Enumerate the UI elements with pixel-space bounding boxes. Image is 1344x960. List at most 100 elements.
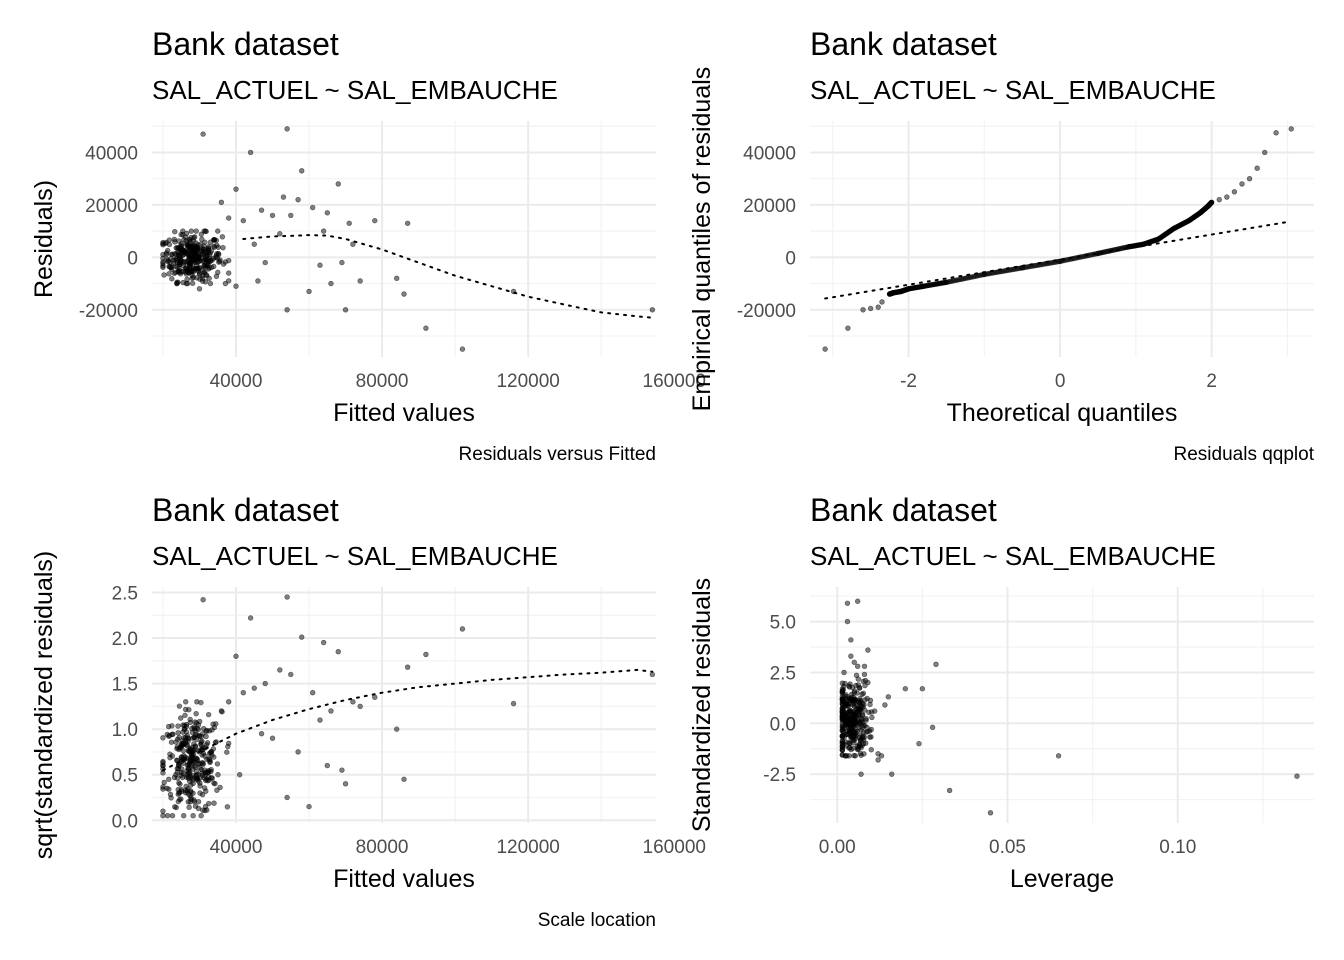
data-point	[186, 778, 193, 785]
data-point	[184, 762, 191, 768]
data-point	[865, 679, 871, 686]
x-tick-label: 160000	[643, 837, 706, 858]
x-tick-label: -2	[900, 371, 917, 392]
data-point	[204, 273, 210, 279]
data-point	[854, 663, 861, 670]
y-tick-label: 0.0	[770, 714, 796, 735]
data-point	[182, 706, 189, 713]
data-point	[853, 730, 859, 736]
y-tick-label: 20000	[85, 196, 138, 217]
data-point	[174, 744, 181, 750]
data-point	[840, 687, 847, 693]
data-point	[295, 749, 301, 755]
data-point	[852, 721, 858, 727]
x-tick-label: 80000	[356, 371, 409, 392]
data-point	[188, 795, 194, 801]
data-point	[269, 735, 276, 741]
data-point	[193, 228, 199, 234]
data-point	[889, 771, 895, 777]
data-point	[306, 288, 312, 295]
data-point	[215, 244, 222, 250]
data-point	[198, 739, 204, 745]
data-point	[160, 813, 166, 819]
data-point	[205, 711, 212, 718]
data-point	[202, 254, 209, 261]
data-point	[335, 181, 341, 187]
data-point	[1262, 149, 1268, 156]
y-tick-label: 2.5	[112, 583, 138, 604]
panel-3: 40000 80000 120000 160000 0.0 0.5 1.0 1.5 2.0 2.5…	[30, 492, 706, 931]
data-point	[844, 600, 851, 606]
data-point	[194, 732, 200, 738]
data-point	[206, 800, 212, 807]
data-point	[861, 663, 868, 670]
data-point	[357, 703, 363, 710]
data-point	[865, 647, 871, 653]
data-point	[172, 239, 178, 245]
data-point	[841, 669, 847, 676]
chart-caption: Residuals versus Fitted	[459, 444, 656, 465]
data-point	[277, 231, 283, 237]
data-point	[277, 667, 283, 673]
data-point	[182, 712, 188, 719]
chart-subtitle: SAL_ACTUEL ~ SAL_EMBAUCHE	[810, 75, 1216, 105]
data-point	[875, 304, 881, 310]
data-point	[173, 772, 179, 778]
data-point	[404, 664, 411, 670]
data-point	[1246, 175, 1253, 182]
data-point	[284, 307, 290, 313]
data-point	[219, 234, 226, 240]
data-point	[185, 766, 192, 773]
y-tick-label: 0.5	[112, 766, 138, 787]
x-axis-label: Fitted values	[333, 865, 475, 893]
data-point	[206, 757, 213, 763]
data-point	[209, 257, 215, 263]
data-point	[173, 739, 179, 745]
data-point	[841, 725, 847, 731]
data-point	[295, 196, 301, 203]
data-point	[225, 699, 232, 705]
data-point	[309, 204, 316, 211]
data-point	[306, 803, 312, 810]
data-point	[217, 784, 223, 791]
data-point	[1224, 194, 1230, 200]
data-point	[165, 257, 172, 264]
data-point	[185, 786, 191, 792]
data-point	[194, 266, 200, 272]
data-point	[175, 730, 181, 736]
data-point	[842, 680, 848, 687]
data-point	[178, 796, 184, 802]
data-point	[852, 753, 859, 759]
data-point	[299, 634, 305, 640]
data-point	[320, 639, 327, 646]
data-point	[196, 286, 203, 292]
data-point	[203, 261, 209, 267]
data-point	[200, 807, 206, 813]
y-tick-label: 1.5	[112, 675, 138, 696]
data-point	[183, 258, 189, 265]
data-point	[839, 752, 846, 758]
chart-title: Bank dataset	[152, 26, 339, 62]
data-point	[842, 701, 849, 707]
data-point	[853, 706, 859, 712]
data-point	[200, 131, 206, 137]
data-point	[846, 745, 852, 751]
data-point	[317, 262, 323, 268]
data-point	[839, 693, 846, 700]
data-point	[214, 761, 221, 767]
data-point	[168, 795, 174, 801]
data-point	[649, 671, 656, 678]
panel-2: -2 0 2 -20000 0 20000 40000 Bank dataset SAL_ACT…	[688, 26, 1315, 465]
data-point	[175, 791, 181, 797]
data-point	[372, 694, 378, 700]
data-point	[224, 749, 230, 755]
y-tick-label: -20000	[79, 301, 138, 322]
data-point	[172, 804, 178, 810]
chart-caption: Scale location	[538, 910, 656, 931]
data-point	[288, 671, 294, 678]
data-point	[851, 690, 857, 696]
x-tick-label: 80000	[356, 837, 409, 858]
data-point	[1254, 165, 1260, 171]
data-point	[193, 711, 199, 717]
